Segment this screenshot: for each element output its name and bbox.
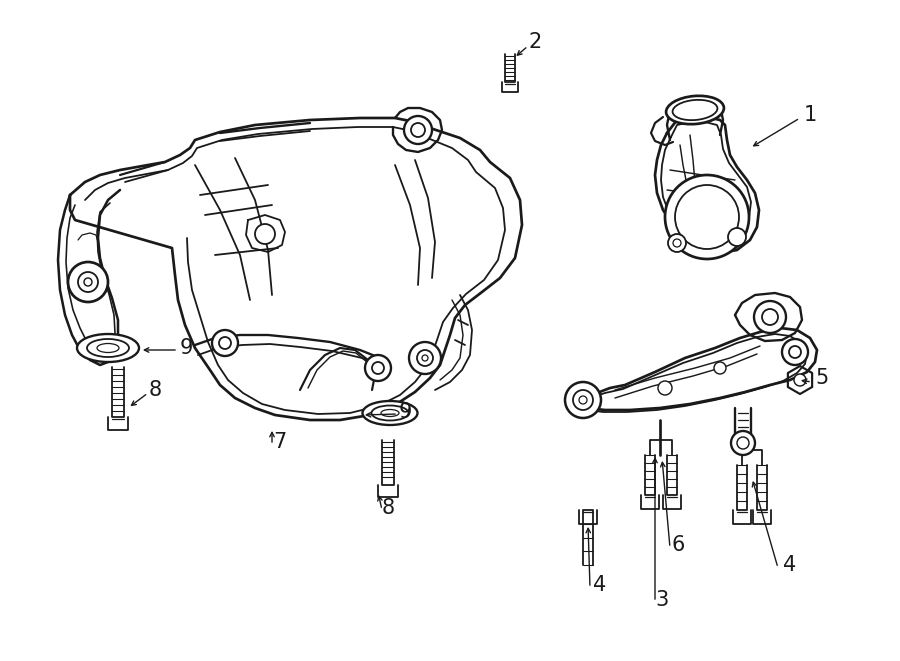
Circle shape	[78, 272, 98, 292]
Circle shape	[255, 224, 275, 244]
Ellipse shape	[381, 410, 399, 416]
Circle shape	[565, 382, 601, 418]
Circle shape	[762, 309, 778, 325]
Circle shape	[714, 362, 726, 374]
Ellipse shape	[97, 344, 119, 352]
Circle shape	[668, 234, 686, 252]
Circle shape	[409, 342, 441, 374]
Text: 4: 4	[593, 575, 607, 595]
Text: 3: 3	[655, 590, 669, 610]
Text: 6: 6	[671, 535, 685, 555]
Circle shape	[728, 228, 746, 246]
Circle shape	[782, 339, 808, 365]
Ellipse shape	[666, 96, 724, 124]
Circle shape	[212, 330, 238, 356]
Circle shape	[731, 431, 755, 455]
Circle shape	[68, 262, 108, 302]
Text: 8: 8	[382, 498, 394, 518]
Circle shape	[673, 239, 681, 247]
Circle shape	[665, 175, 749, 259]
Circle shape	[84, 278, 92, 286]
Circle shape	[573, 390, 593, 410]
Text: 5: 5	[815, 368, 829, 388]
Ellipse shape	[672, 100, 717, 120]
Circle shape	[579, 396, 587, 404]
Text: 1: 1	[804, 105, 816, 125]
Text: 7: 7	[274, 432, 286, 452]
Text: 2: 2	[528, 32, 542, 52]
Circle shape	[422, 355, 428, 361]
Ellipse shape	[372, 405, 409, 420]
Circle shape	[658, 381, 672, 395]
Circle shape	[789, 346, 801, 358]
Circle shape	[365, 355, 391, 381]
Ellipse shape	[363, 401, 418, 425]
Circle shape	[675, 185, 739, 249]
Ellipse shape	[87, 339, 129, 357]
Circle shape	[219, 337, 231, 349]
Text: 9: 9	[399, 402, 411, 422]
Text: 8: 8	[148, 380, 162, 400]
Text: 4: 4	[783, 555, 796, 575]
Circle shape	[417, 350, 433, 366]
Circle shape	[754, 301, 786, 333]
Circle shape	[794, 374, 806, 386]
Ellipse shape	[77, 334, 139, 362]
Text: 9: 9	[179, 338, 193, 358]
Circle shape	[411, 123, 425, 137]
Circle shape	[404, 116, 432, 144]
Circle shape	[737, 437, 749, 449]
Circle shape	[372, 362, 384, 374]
